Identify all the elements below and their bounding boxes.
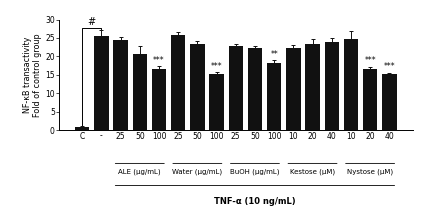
Bar [325, 42, 339, 130]
Bar [229, 46, 243, 130]
Bar [248, 48, 262, 130]
Bar [363, 69, 377, 130]
Y-axis label: NF-κB transactivity
Fold of control group: NF-κB transactivity Fold of control grou… [23, 33, 42, 117]
Bar [305, 44, 320, 130]
Text: ***: *** [364, 56, 376, 65]
Bar [75, 127, 89, 130]
Bar [382, 74, 397, 130]
Text: ALE (μg/mL): ALE (μg/mL) [118, 169, 161, 175]
Bar [286, 48, 301, 130]
Bar [209, 74, 224, 130]
Bar [171, 35, 185, 130]
Bar [113, 40, 128, 130]
Bar [133, 54, 147, 130]
Bar [344, 39, 358, 130]
Text: ***: *** [153, 56, 165, 65]
Text: Nystose (μM): Nystose (μM) [347, 169, 393, 175]
Text: BuOH (μg/mL): BuOH (μg/mL) [230, 169, 280, 175]
Text: #: # [88, 17, 96, 27]
Bar [152, 69, 166, 130]
Bar [190, 44, 205, 130]
Text: ***: *** [384, 62, 395, 71]
Text: Kestose (μM): Kestose (μM) [290, 169, 335, 175]
Text: Water (μg/mL): Water (μg/mL) [172, 169, 222, 175]
Bar [267, 63, 281, 130]
Bar [94, 36, 109, 130]
Text: **: ** [270, 50, 278, 59]
Text: ***: *** [211, 62, 222, 71]
Text: TNF-α (10 ng/mL): TNF-α (10 ng/mL) [214, 197, 296, 205]
